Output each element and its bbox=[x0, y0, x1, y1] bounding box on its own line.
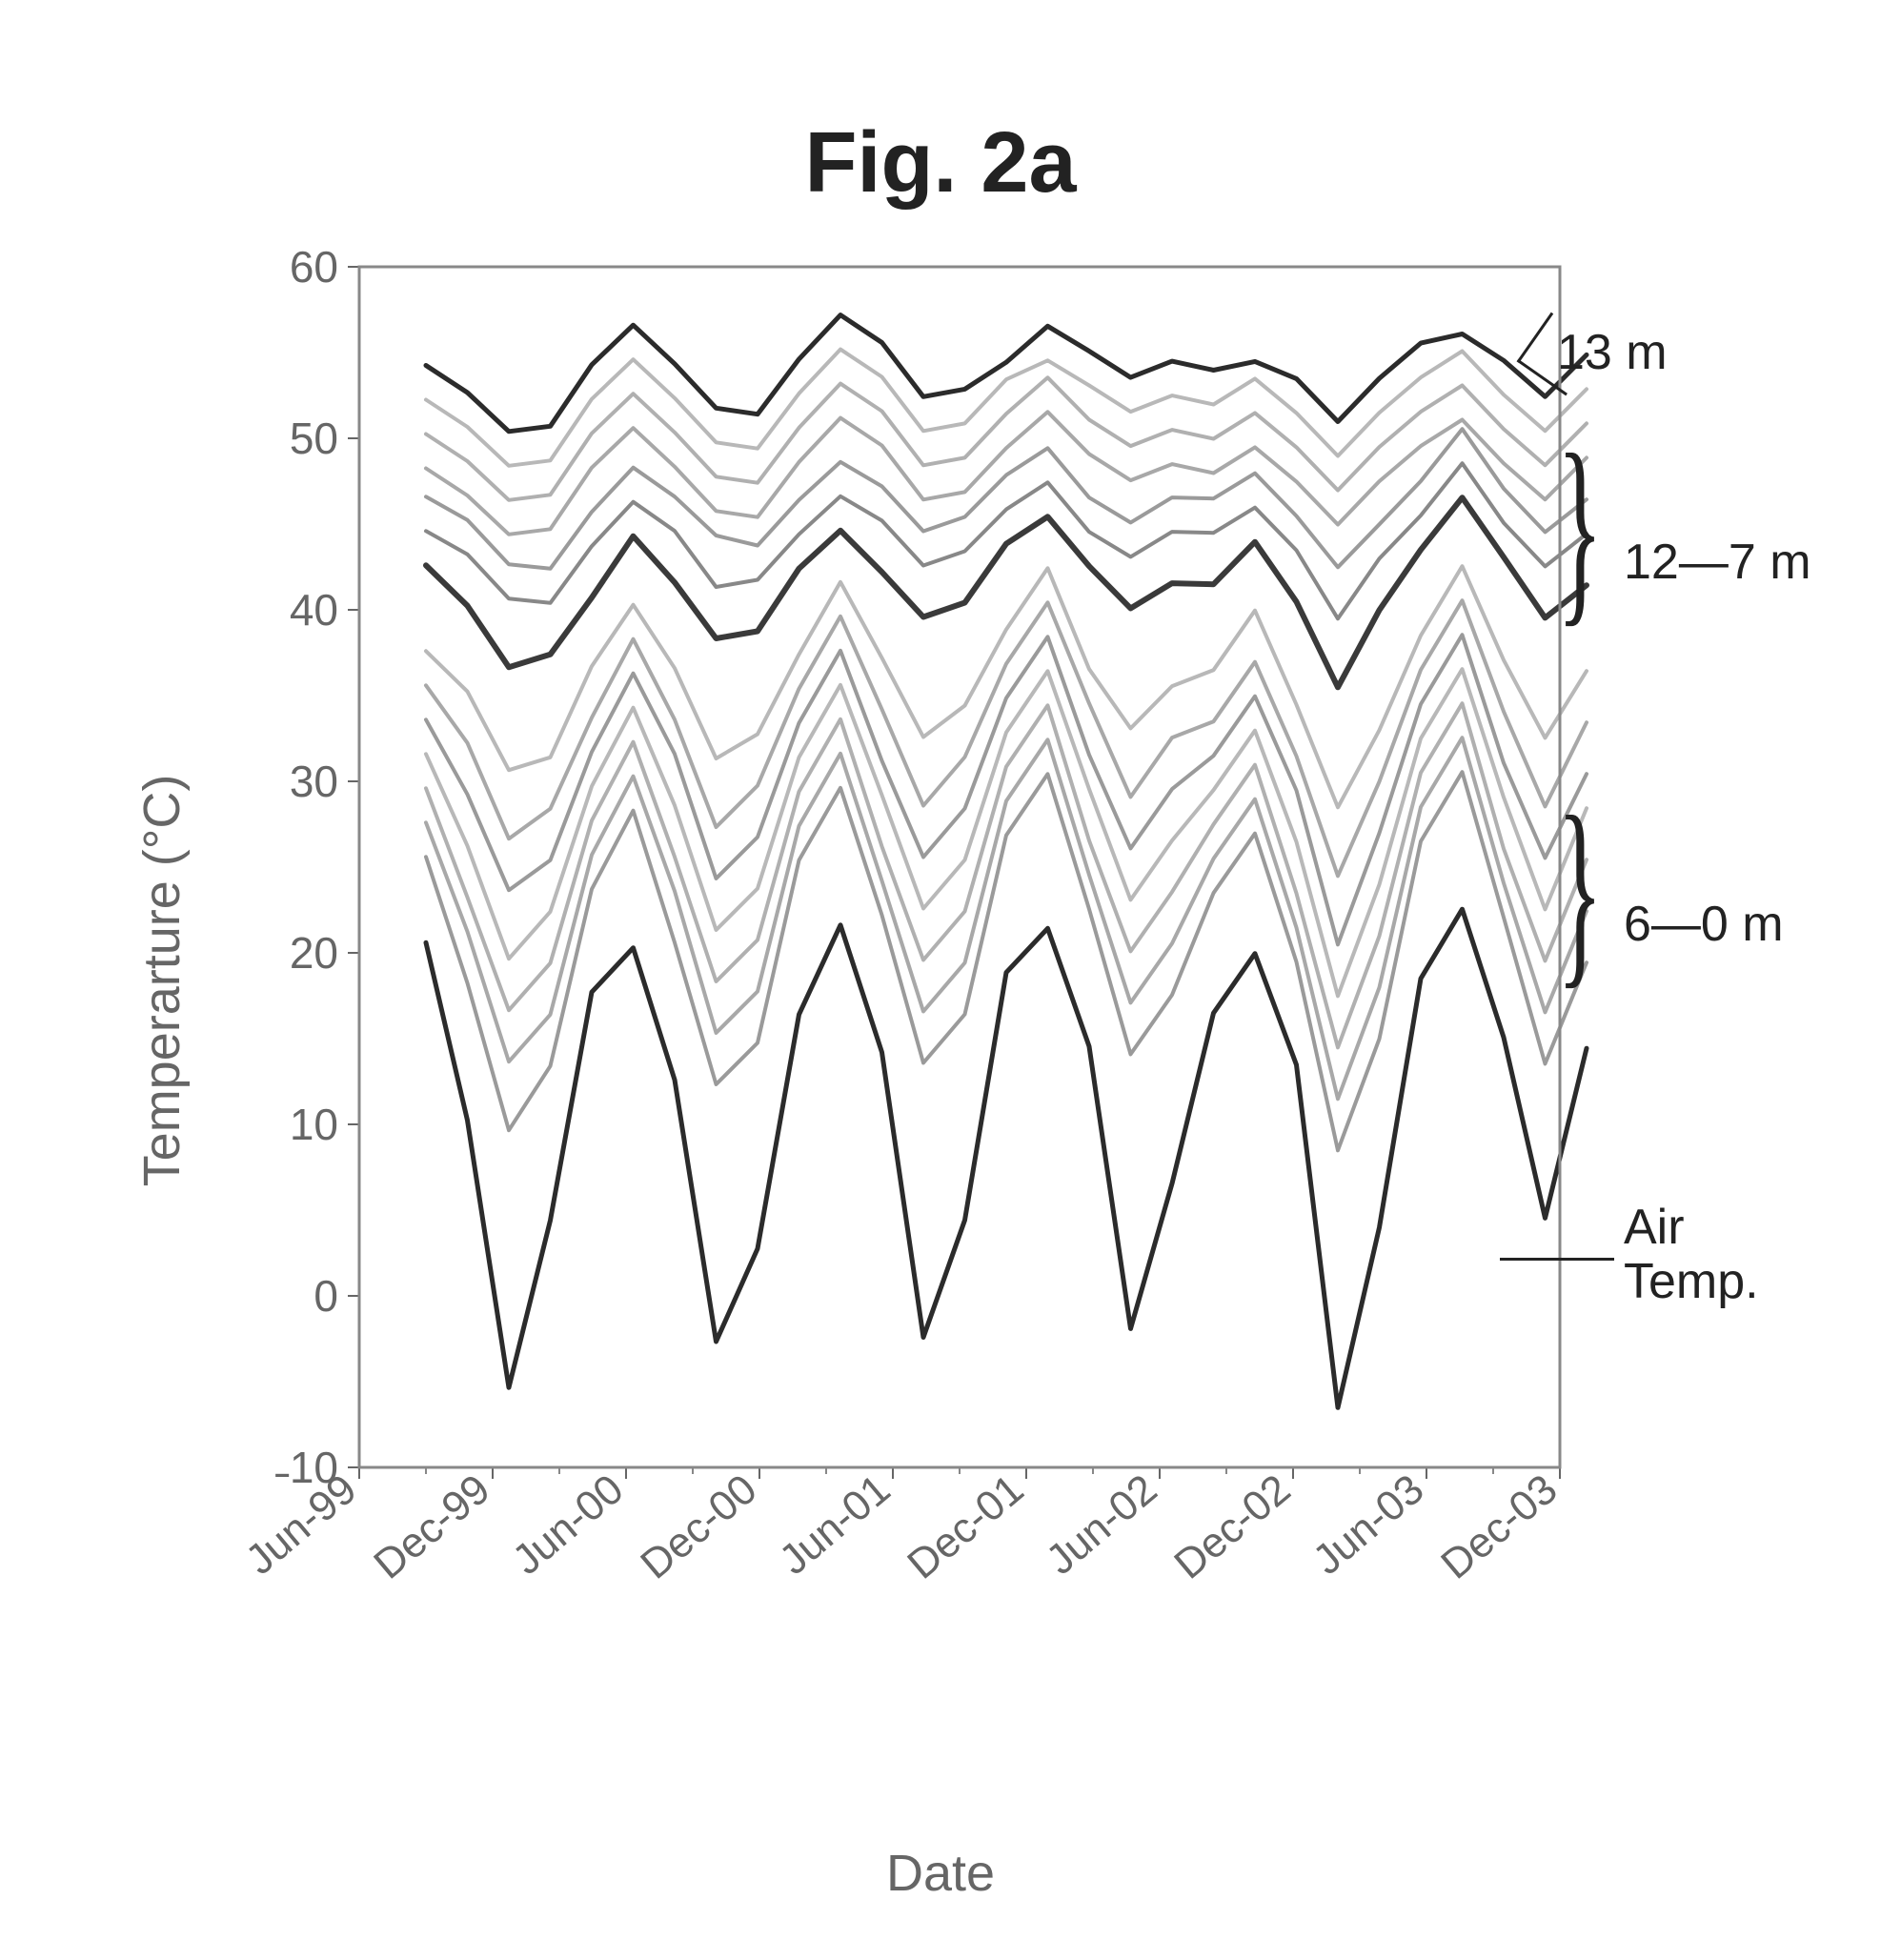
x-tick-label: Dec-00 bbox=[632, 1465, 765, 1588]
x-axis-label: Date bbox=[886, 1844, 995, 1903]
y-axis-label: Temperarture (°C) bbox=[132, 774, 192, 1186]
y-tick-label: 40 bbox=[290, 585, 338, 635]
x-tick-label: Dec-01 bbox=[899, 1465, 1032, 1588]
callout-12-7m: 12—7 m bbox=[1624, 534, 1811, 591]
side-callouts: 13 m } 12—7 m } 6—0 m Air Temp. bbox=[1557, 305, 1843, 1448]
y-tick-label: 30 bbox=[290, 757, 338, 806]
callout-air-line1: Air bbox=[1624, 1200, 1685, 1255]
plot-svg: ˗100102030405060Jun-99Dec-99Jun-00Dec-00… bbox=[245, 238, 1636, 1725]
callout-air-temp: Air Temp. bbox=[1624, 1201, 1759, 1309]
callout-6-0m: 6—0 m bbox=[1624, 896, 1784, 953]
x-tick-label: Jun-02 bbox=[1038, 1465, 1166, 1584]
brace-lower-icon: } bbox=[1557, 771, 1603, 1011]
x-tick-label: Jun-01 bbox=[771, 1465, 900, 1584]
callout-13m: 13 m bbox=[1557, 324, 1668, 381]
leader-line-air bbox=[1500, 1258, 1614, 1261]
chart: ˗100102030405060Jun-99Dec-99Jun-00Dec-00… bbox=[245, 238, 1636, 1725]
figure-title: Fig. 2a bbox=[804, 114, 1076, 212]
x-tick-label: Dec-99 bbox=[365, 1465, 498, 1588]
y-tick-label: 20 bbox=[290, 928, 338, 978]
y-tick-label: 10 bbox=[290, 1100, 338, 1149]
x-tick-label: Dec-02 bbox=[1165, 1465, 1299, 1588]
y-tick-label: 50 bbox=[290, 414, 338, 463]
x-tick-label: Jun-03 bbox=[1305, 1465, 1433, 1584]
x-tick-label: Jun-00 bbox=[504, 1465, 633, 1584]
y-tick-label: 60 bbox=[290, 242, 338, 292]
x-tick-label: Dec-03 bbox=[1432, 1465, 1566, 1588]
y-tick-label: 0 bbox=[314, 1271, 338, 1321]
brace-upper-icon: } bbox=[1557, 409, 1603, 649]
page: Fig. 2a Temperarture (°C) Date ˗10010203… bbox=[0, 0, 1881, 1960]
callout-air-line2: Temp. bbox=[1624, 1254, 1759, 1309]
